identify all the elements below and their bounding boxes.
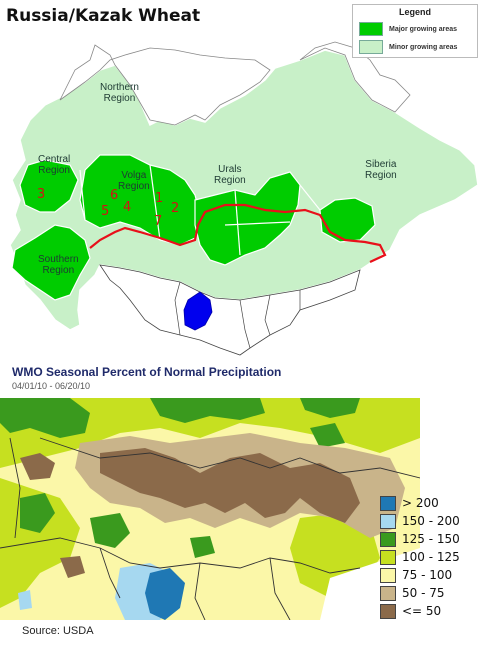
- label-volga-region: Volga Region: [118, 170, 150, 192]
- district-number-7: 7: [154, 214, 163, 229]
- legend-label-major: Major growing areas: [389, 25, 458, 33]
- kazakhstan: [99, 264, 361, 356]
- major-central: [19, 159, 79, 213]
- wheat-region-map: [9, 41, 479, 356]
- precip-legend-item: 125 - 150: [380, 530, 460, 548]
- map-title: Russia/Kazak Wheat: [6, 6, 201, 26]
- precip-legend-item: <= 50: [380, 602, 460, 620]
- highlighted-region: [183, 291, 213, 331]
- precip-legend-label: 75 - 100: [402, 568, 453, 582]
- major-southern: [11, 224, 91, 301]
- source-credit: Source: USDA: [22, 625, 94, 637]
- district-number-2: 2: [171, 201, 180, 216]
- precip-legend-item: > 200: [380, 494, 460, 512]
- map-legend: Legend Major growing areas Minor growing…: [352, 4, 478, 58]
- precip-legend-item: 75 - 100: [380, 566, 460, 584]
- major-urals: [194, 171, 301, 266]
- district-number-3: 3: [37, 187, 46, 202]
- precip-dates: 04/01/10 - 06/20/10: [12, 381, 91, 391]
- legend-swatch-minor: [359, 40, 383, 54]
- precip-legend-label: 50 - 75: [402, 586, 445, 600]
- precip-swatch: [380, 585, 396, 601]
- precip-legend: > 200 150 - 200 125 - 150 100 - 125 75 -…: [380, 494, 460, 620]
- label-central-region: Central Region: [38, 154, 71, 176]
- district-number-1: 1: [155, 191, 164, 206]
- label-northern-region: Northern Region: [100, 82, 139, 104]
- legend-swatch-major: [359, 22, 383, 36]
- label-siberia-region: Siberia Region: [365, 159, 397, 181]
- russia-kazakhstan-border: [89, 203, 387, 263]
- precip-legend-label: 100 - 125: [402, 550, 460, 564]
- precip-legend-item: 50 - 75: [380, 584, 460, 602]
- precip-swatch: [380, 513, 396, 529]
- major-siberia: [319, 197, 376, 243]
- precip-legend-item: 150 - 200: [380, 512, 460, 530]
- district-number-4: 4: [123, 200, 132, 215]
- precip-legend-label: > 200: [402, 496, 439, 510]
- label-urals-region: Urals Region: [214, 164, 246, 186]
- precip-swatch: [380, 531, 396, 547]
- precip-swatch: [380, 567, 396, 583]
- precip-title: WMO Seasonal Percent of Normal Precipita…: [12, 365, 282, 379]
- precip-legend-label: 125 - 150: [402, 532, 460, 546]
- legend-label-minor: Minor growing areas: [389, 43, 458, 51]
- label-southern-region: Southern Region: [38, 254, 79, 276]
- northern-region: [59, 44, 271, 126]
- precipitation-map: [0, 398, 420, 620]
- legend-item-major: Major growing areas: [359, 22, 457, 36]
- precip-legend-label: <= 50: [402, 604, 442, 618]
- precip-swatch: [380, 495, 396, 511]
- district-number-5: 5: [101, 204, 110, 219]
- precip-legend-label: 150 - 200: [402, 514, 460, 528]
- legend-title: Legend: [398, 7, 431, 17]
- precip-swatch: [380, 549, 396, 565]
- legend-item-minor: Minor growing areas: [359, 40, 457, 54]
- precip-legend-item: 100 - 125: [380, 548, 460, 566]
- district-number-6: 6: [110, 188, 119, 203]
- precip-swatch: [380, 603, 396, 619]
